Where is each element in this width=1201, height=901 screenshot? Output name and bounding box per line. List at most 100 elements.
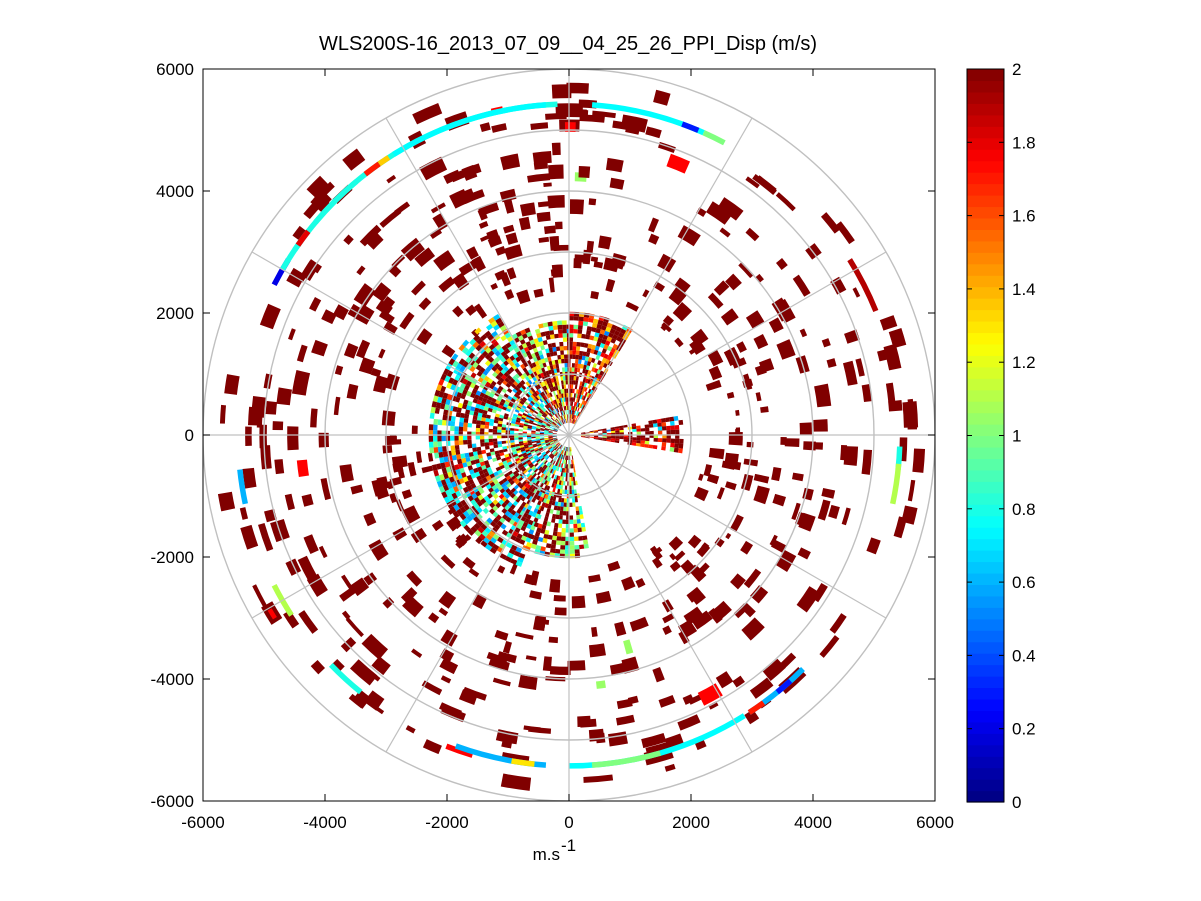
scan-cell	[541, 442, 546, 445]
scan-cell	[582, 400, 586, 405]
scan-cell	[609, 177, 625, 190]
scan-cell	[550, 417, 555, 421]
scan-cell	[466, 390, 472, 397]
scan-cell	[551, 142, 561, 156]
scan-cell	[551, 539, 557, 545]
scan-cell	[545, 543, 552, 549]
scan-cell	[511, 449, 517, 453]
scan-cell	[481, 449, 487, 455]
scan-cell	[573, 380, 576, 385]
scan-cell	[534, 328, 541, 335]
scan-cell	[506, 369, 512, 375]
scan-cell	[469, 365, 476, 373]
scan-cell	[561, 402, 564, 407]
scan-cell	[564, 489, 568, 495]
scan-cell	[431, 401, 438, 408]
scan-cell	[532, 444, 538, 448]
scan-cell	[438, 276, 456, 293]
scan-cell	[529, 449, 535, 453]
scan-cell	[345, 617, 364, 638]
scan-cell	[496, 380, 503, 386]
scan-cell	[497, 423, 503, 427]
scan-cell	[534, 402, 540, 407]
scan-cell	[610, 430, 616, 433]
outer-ring-segment	[702, 130, 726, 146]
scan-cell	[598, 333, 604, 339]
scan-cell	[531, 343, 537, 349]
scan-cell	[464, 534, 472, 541]
scan-cell	[504, 453, 510, 458]
scan-cell	[572, 419, 574, 424]
scan-cell	[533, 419, 539, 423]
scan-cell	[792, 274, 811, 297]
scan-cell	[547, 421, 552, 425]
colorbar-cell	[967, 103, 1004, 116]
scan-cell	[507, 380, 514, 386]
scan-cell	[554, 451, 558, 456]
scan-cell	[359, 224, 382, 247]
scan-cell	[602, 431, 607, 434]
scan-cell	[569, 410, 572, 415]
scan-cell	[578, 403, 582, 408]
scan-cell	[432, 213, 449, 231]
scan-cell	[535, 490, 540, 496]
scan-cell	[557, 501, 561, 507]
scan-cell	[575, 411, 579, 416]
scan-cell	[472, 341, 480, 349]
scan-cell	[540, 331, 546, 337]
scan-cell	[550, 411, 554, 416]
scan-cell	[553, 409, 557, 414]
scan-cell	[537, 350, 543, 356]
scan-cell	[581, 432, 586, 434]
scan-cell	[467, 443, 473, 449]
scan-cell	[618, 425, 624, 429]
scan-cell	[569, 545, 575, 550]
scan-cell	[561, 450, 564, 455]
colorbar-cell	[967, 332, 1004, 345]
scan-cell	[493, 487, 500, 494]
scan-cell	[260, 445, 272, 470]
scan-cell	[563, 419, 566, 424]
scan-cell	[621, 576, 636, 591]
scan-cell	[470, 473, 477, 479]
scan-cell	[821, 338, 831, 348]
scan-cell	[542, 520, 548, 526]
scan-cell	[525, 489, 531, 495]
colorbar-cell	[967, 515, 1004, 528]
colorbar-cell	[967, 550, 1004, 563]
scan-cell	[593, 431, 599, 433]
colorbar-cell	[967, 137, 1004, 150]
scan-cell	[548, 636, 559, 644]
scan-cell	[543, 460, 548, 465]
scan-cell	[553, 438, 558, 440]
scan-cell	[495, 514, 502, 521]
scan-cell	[558, 402, 562, 408]
scan-cell	[239, 507, 249, 520]
scan-cell	[516, 508, 522, 515]
scan-cell	[542, 469, 547, 475]
scan-cell	[509, 430, 515, 434]
scan-cell	[536, 364, 542, 370]
colorbar-cell	[967, 114, 1004, 127]
scan-cell	[515, 497, 521, 503]
colorbar-tick-label: 2	[1012, 60, 1021, 79]
scan-cell	[514, 537, 521, 543]
scan-cell	[791, 502, 801, 521]
scan-cell	[489, 481, 496, 488]
scan-cell	[530, 408, 535, 412]
scan-cell	[500, 398, 506, 404]
scan-cell	[538, 393, 543, 399]
scan-cell	[411, 425, 418, 434]
scan-cell	[433, 424, 438, 431]
scan-cell	[536, 458, 541, 463]
scan-cell	[442, 484, 450, 492]
scan-cell	[559, 458, 562, 464]
outer-ring-segment	[847, 258, 879, 313]
scan-cell	[527, 441, 533, 445]
scan-cell	[574, 410, 577, 416]
scan-cell	[492, 405, 498, 411]
scan-cell	[526, 450, 531, 455]
scan-cell	[606, 322, 613, 329]
scan-cell	[446, 482, 453, 490]
scan-cell	[481, 379, 488, 386]
